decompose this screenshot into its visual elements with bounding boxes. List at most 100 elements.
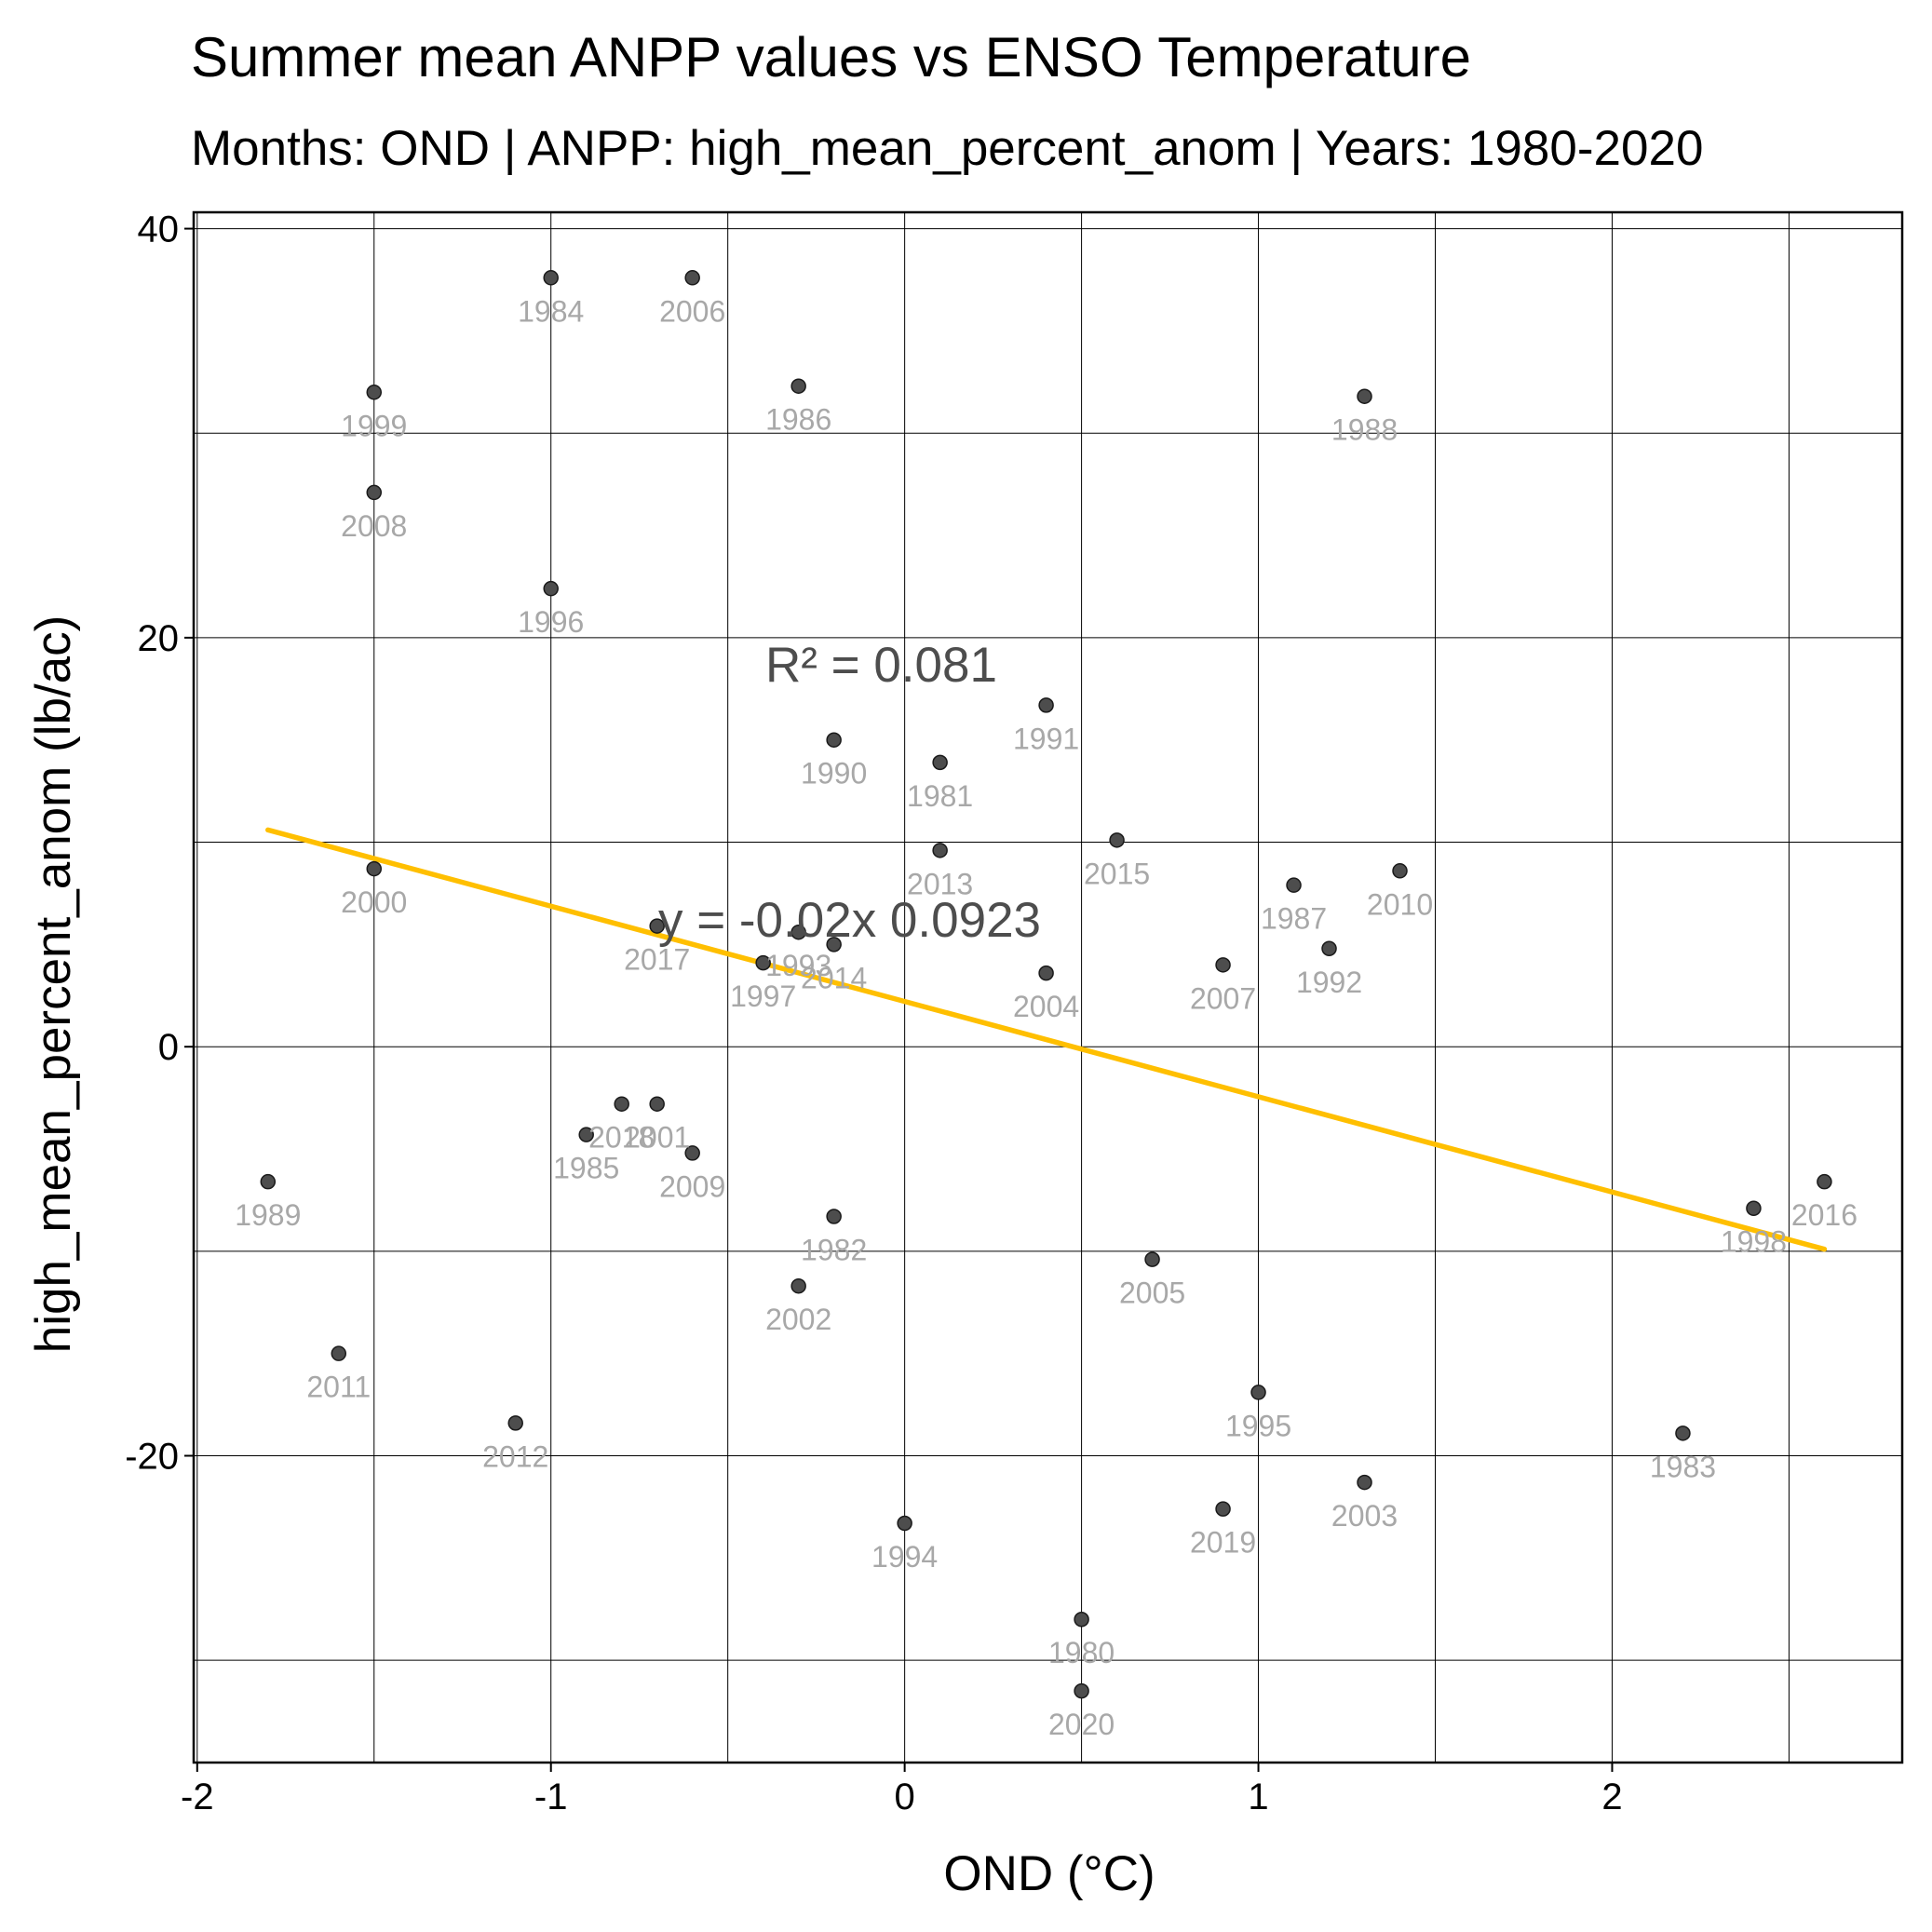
data-point bbox=[507, 1415, 523, 1431]
point-label: 2002 bbox=[765, 1303, 831, 1336]
y-axis-ticks: -20 0 20 40 bbox=[125, 209, 194, 1478]
point-label: 1997 bbox=[730, 980, 796, 1013]
point-label: 1985 bbox=[553, 1152, 619, 1185]
data-point bbox=[1746, 1200, 1762, 1216]
point-label: 1993 bbox=[765, 949, 831, 982]
data-point bbox=[684, 1145, 700, 1161]
point-label: 1987 bbox=[1261, 902, 1327, 936]
point-label: 1988 bbox=[1331, 413, 1398, 447]
x-tick-label: 0 bbox=[895, 1777, 915, 1817]
point-label: 1990 bbox=[801, 757, 867, 790]
data-point bbox=[684, 270, 700, 286]
data-point bbox=[331, 1345, 347, 1361]
data-point bbox=[1321, 940, 1337, 957]
data-point bbox=[1817, 1173, 1832, 1190]
data-point bbox=[826, 732, 842, 748]
point-label: 1998 bbox=[1721, 1225, 1787, 1259]
data-point bbox=[1144, 1251, 1160, 1267]
point-label: 1982 bbox=[801, 1234, 867, 1267]
point-label: 2001 bbox=[624, 1121, 690, 1155]
data-point bbox=[826, 1209, 842, 1224]
y-tick-label: -20 bbox=[125, 1437, 179, 1478]
data-point bbox=[897, 1515, 912, 1532]
point-label: 1994 bbox=[871, 1540, 938, 1574]
data-point bbox=[1074, 1682, 1089, 1699]
data-point bbox=[1392, 863, 1408, 879]
data-point bbox=[543, 580, 559, 597]
point-label: 2004 bbox=[1013, 990, 1079, 1023]
r2-annotation: R² = 0.081 bbox=[765, 638, 997, 693]
x-axis-ticks: -2 -1 0 1 2 bbox=[181, 1763, 1623, 1817]
data-point bbox=[366, 484, 383, 501]
y-tick-label: 20 bbox=[138, 618, 180, 659]
data-point bbox=[1215, 957, 1231, 973]
data-point bbox=[790, 378, 806, 394]
chart-title: Summer mean ANPP values vs ENSO Temperat… bbox=[191, 26, 1471, 88]
point-label: 2012 bbox=[482, 1439, 548, 1473]
point-label: 1992 bbox=[1296, 966, 1362, 999]
data-point bbox=[755, 954, 771, 971]
plot-panel-border bbox=[192, 210, 1904, 1764]
data-point bbox=[826, 937, 842, 952]
point-label: 1995 bbox=[1225, 1409, 1291, 1442]
point-label: 2014 bbox=[801, 961, 867, 994]
data-point bbox=[932, 843, 948, 858]
data-point bbox=[1250, 1385, 1266, 1400]
data-point bbox=[614, 1096, 629, 1112]
point-label: 2015 bbox=[1084, 857, 1150, 890]
equation-annotation: y = -0.02x 0.0923 bbox=[658, 893, 1041, 948]
point-label: 2005 bbox=[1119, 1277, 1185, 1310]
point-label: 1984 bbox=[518, 294, 584, 328]
point-label: 2003 bbox=[1331, 1499, 1398, 1533]
data-point bbox=[1357, 388, 1372, 404]
point-label: 2007 bbox=[1190, 981, 1256, 1015]
data-point bbox=[366, 385, 383, 400]
y-tick-label: 40 bbox=[138, 209, 180, 250]
data-point bbox=[1215, 1501, 1231, 1517]
point-label: 2020 bbox=[1048, 1708, 1115, 1741]
point-label: 2000 bbox=[341, 885, 407, 919]
point-label: 1996 bbox=[518, 605, 584, 639]
data-point bbox=[1109, 832, 1125, 848]
point-label: 2006 bbox=[659, 294, 725, 328]
point-labels: 1980 1981 1982 1983 1984 1985 1986 1987 1988 1989… bbox=[235, 294, 1858, 1741]
data-point bbox=[932, 754, 948, 771]
point-label: 1991 bbox=[1013, 722, 1079, 755]
data-point bbox=[260, 1173, 277, 1190]
data-point bbox=[1286, 877, 1302, 893]
data-point bbox=[1675, 1425, 1691, 1441]
data-point bbox=[578, 1127, 594, 1142]
point-label: 1986 bbox=[765, 403, 831, 437]
point-label: 2013 bbox=[907, 867, 973, 900]
y-axis-title: high_mean_percent_anom (lb/ac) bbox=[26, 615, 81, 1354]
point-label: 1981 bbox=[907, 779, 973, 813]
point-label: 1989 bbox=[235, 1198, 301, 1232]
data-point bbox=[1357, 1474, 1372, 1491]
data-point bbox=[790, 924, 806, 940]
chart-subtitle: Months: OND | ANPP: high_mean_percent_an… bbox=[191, 121, 1703, 176]
point-label: 2010 bbox=[1367, 887, 1433, 921]
point-label: 2018 bbox=[588, 1121, 655, 1155]
point-label: 1999 bbox=[341, 409, 407, 442]
x-tick-label: -1 bbox=[534, 1777, 568, 1817]
trendline-layer bbox=[265, 827, 1828, 1252]
point-label: 2017 bbox=[624, 943, 690, 977]
x-tick-label: -2 bbox=[181, 1777, 214, 1817]
data-point bbox=[366, 860, 383, 877]
x-tick-label: 2 bbox=[1601, 1777, 1622, 1817]
point-label: 2011 bbox=[306, 1371, 371, 1404]
y-tick-label: 0 bbox=[158, 1027, 179, 1068]
point-label: 2008 bbox=[341, 509, 407, 543]
data-point bbox=[1038, 965, 1054, 981]
x-tick-label: 1 bbox=[1248, 1777, 1268, 1817]
point-label: 1980 bbox=[1048, 1636, 1115, 1669]
data-point bbox=[790, 1277, 806, 1294]
x-axis-title: OND (°C) bbox=[943, 1846, 1155, 1901]
data-point bbox=[1038, 697, 1054, 713]
data-points bbox=[260, 270, 1832, 1699]
data-point bbox=[1074, 1611, 1089, 1628]
point-label: 2016 bbox=[1791, 1198, 1858, 1232]
point-label: 2019 bbox=[1190, 1526, 1256, 1560]
regression-line bbox=[265, 827, 1828, 1252]
